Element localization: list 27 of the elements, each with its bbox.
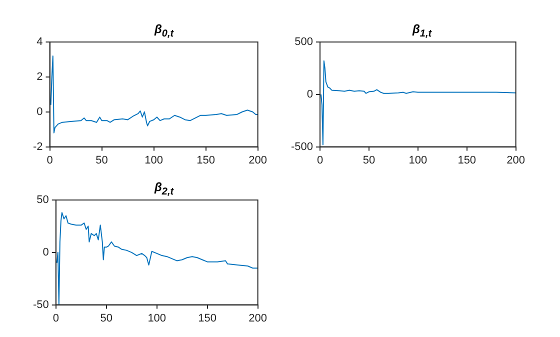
y-tick-label: 2 bbox=[36, 70, 43, 83]
y-tick-label: 0 bbox=[306, 88, 314, 100]
x-tick-label: 0 bbox=[316, 154, 324, 166]
x-tick-label: 150 bbox=[196, 154, 215, 166]
x-tick-label: 50 bbox=[362, 154, 376, 166]
y-tick-label: 500 bbox=[294, 36, 314, 48]
y-tick-label: -50 bbox=[32, 298, 49, 311]
x-tick-label: 150 bbox=[198, 312, 217, 324]
x-tick-label: 100 bbox=[408, 154, 428, 166]
x-tick-label: 150 bbox=[458, 154, 476, 166]
y-tick-label: -500 bbox=[290, 140, 314, 153]
y-tick-label: 50 bbox=[36, 194, 49, 206]
x-tick-label: 0 bbox=[52, 312, 59, 324]
x-tick-label: 200 bbox=[506, 154, 526, 166]
y-tick-label: 0 bbox=[42, 246, 49, 258]
x-tick-label: 50 bbox=[100, 312, 113, 324]
x-tick-label: 200 bbox=[248, 312, 268, 324]
chart-title: β$_{1,t}$ bbox=[411, 22, 433, 40]
x-tick-label: 100 bbox=[144, 154, 163, 166]
x-tick-label: 100 bbox=[148, 312, 166, 324]
y-tick-label: 4 bbox=[36, 36, 43, 48]
chart-title: β$_{2,t}$ bbox=[153, 180, 175, 198]
y-tick-label: 0 bbox=[36, 106, 43, 118]
x-tick-label: 50 bbox=[96, 154, 108, 166]
y-tick-label: -2 bbox=[33, 140, 43, 153]
x-tick-label: 200 bbox=[248, 154, 268, 166]
chart-title: β$_{0,t}$ bbox=[153, 22, 175, 40]
